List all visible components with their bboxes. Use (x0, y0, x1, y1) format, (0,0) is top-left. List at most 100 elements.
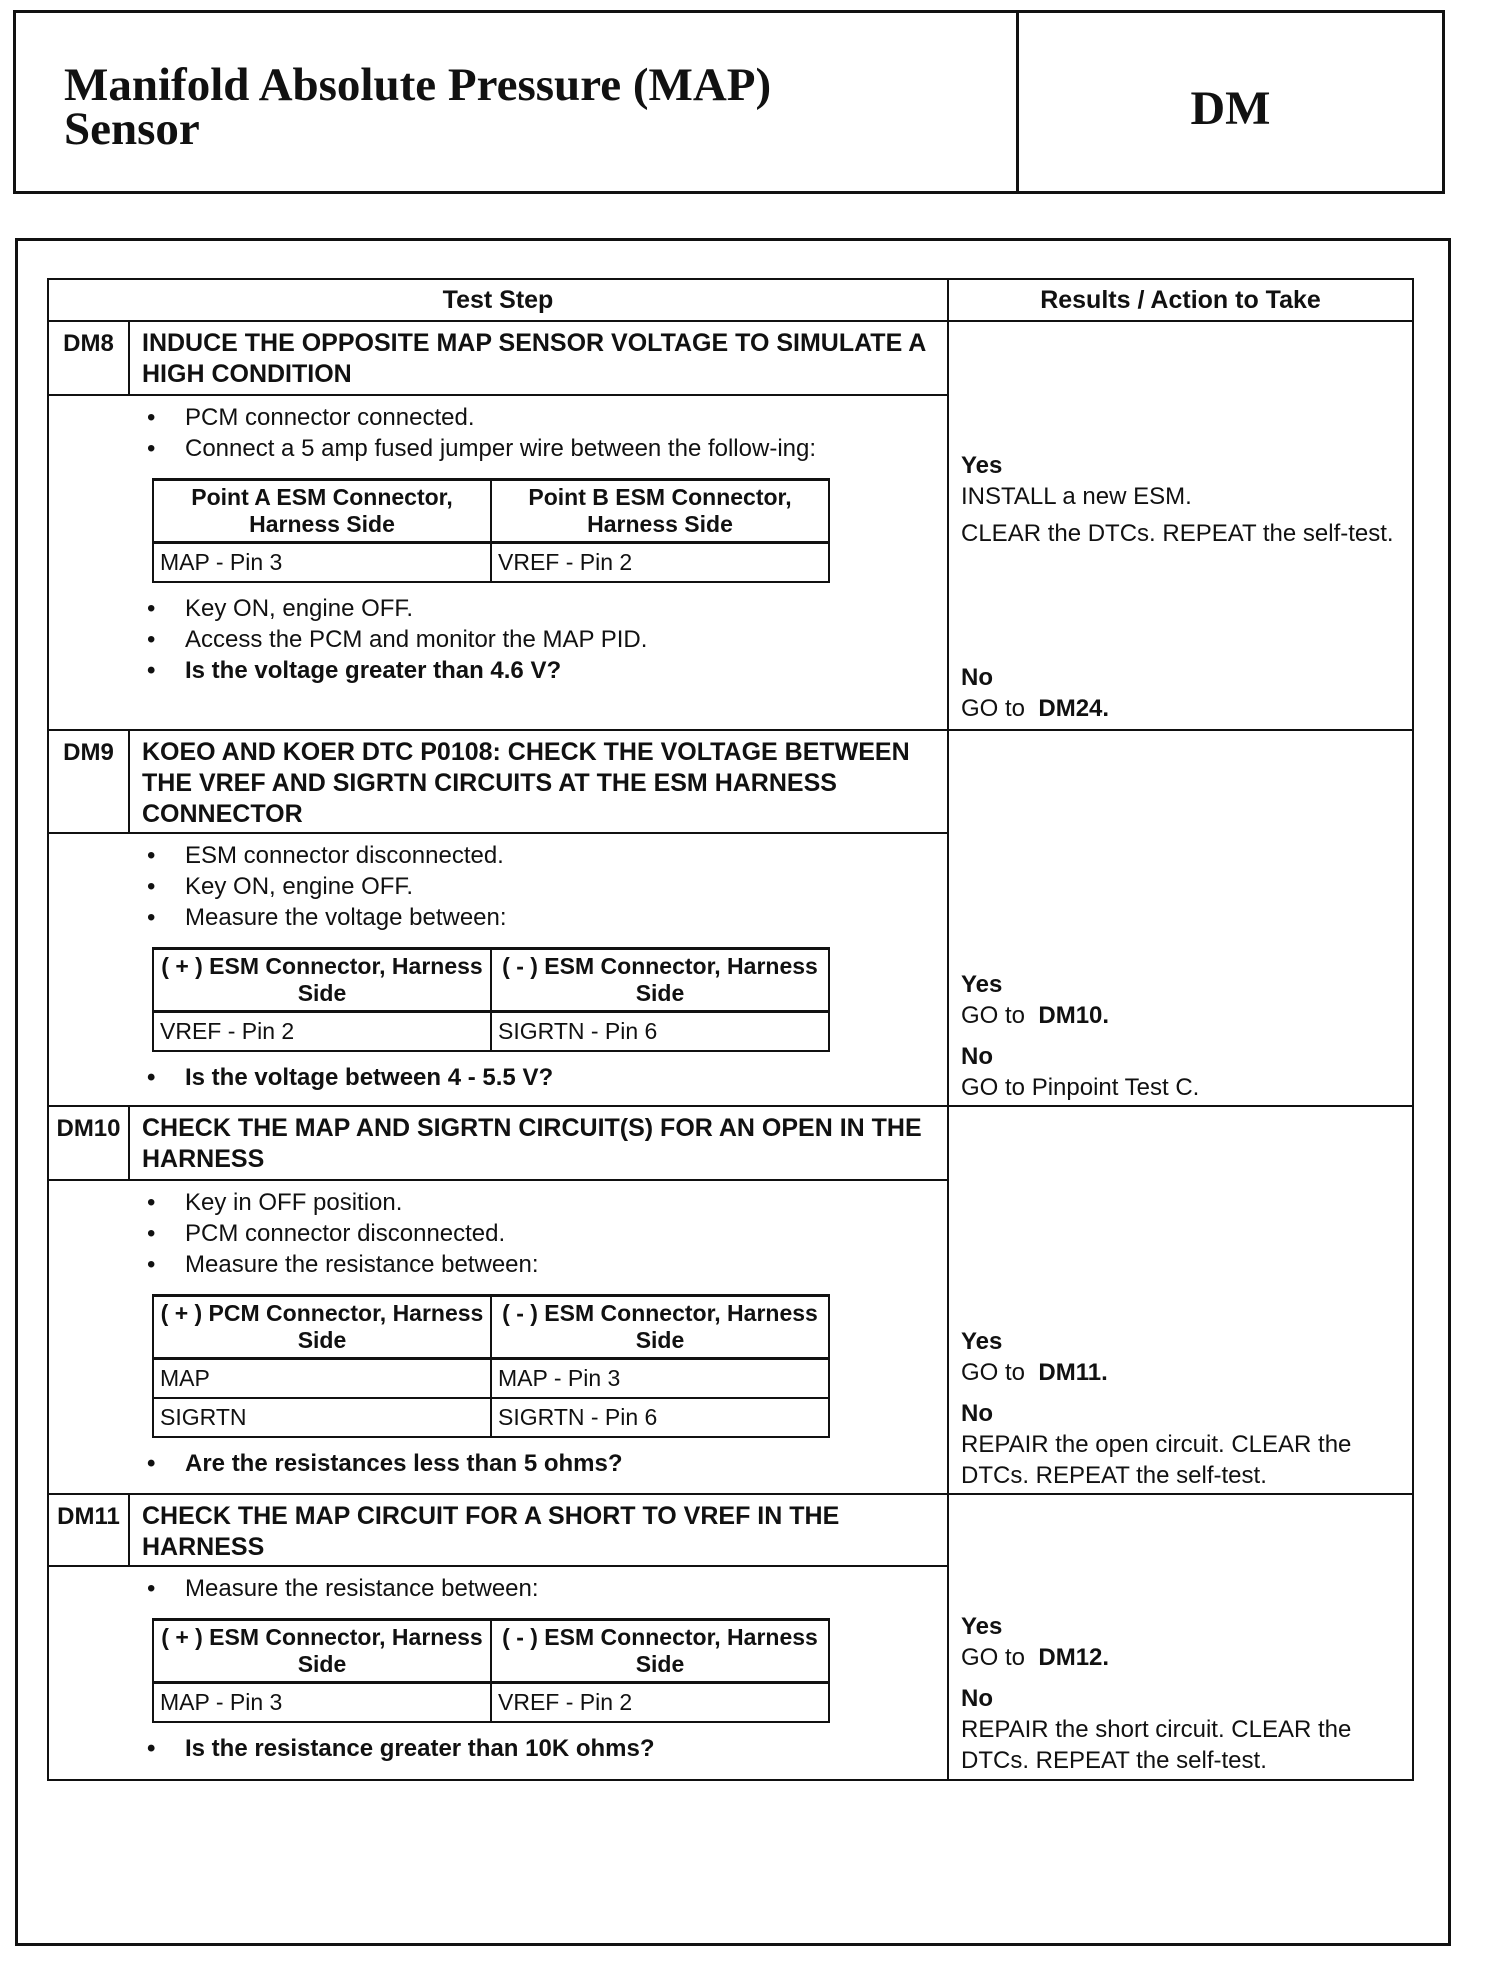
connector-header: ( - ) ESM Connector, Harness Side (490, 947, 830, 1013)
step-title-row: DM11 CHECK THE MAP CIRCUIT FOR A SHORT TO… (49, 1495, 947, 1567)
connector-table: Point A ESM Connector, Harness Side Point… (152, 478, 830, 583)
connector-table: ( + ) ESM Connector, Harness Side( - ) E… (152, 947, 830, 1052)
title-line-1: Manifold Absolute Pressure (MAP) (64, 59, 772, 111)
connector-cell: MAP - Pin 3 (152, 541, 492, 583)
instruction-item: Measure the voltage between: (49, 902, 947, 933)
connector-header: ( - ) ESM Connector, Harness Side (490, 1294, 830, 1360)
goto-target-link[interactable]: DM12. (1038, 1644, 1110, 1671)
connector-header: ( - ) ESM Connector, Harness Side (490, 1618, 830, 1684)
connector-table: ( + ) ESM Connector, Harness Side( - ) E… (152, 1618, 830, 1723)
step-body: Key in OFF position.PCM connector discon… (49, 1181, 947, 1493)
goto-target-link[interactable]: DM10. (1038, 1002, 1110, 1029)
connector-header: ( + ) PCM Connector, Harness Side (152, 1294, 492, 1360)
test-question: Are the resistances less than 5 ohms? (49, 1448, 947, 1479)
table-row: VREF - Pin 2 SIGRTN - Pin 6 (152, 1010, 830, 1052)
step-body: PCM connector connected.Connect a 5 amp … (49, 396, 947, 729)
step-title-row: DM9 KOEO AND KOER DTC P0108: CHECK THE VO… (49, 731, 947, 834)
page-title: Manifold Absolute Pressure (MAP) Sensor (64, 59, 772, 155)
step-body: ESM connector disconnected.Key ON, engin… (49, 834, 947, 1105)
result-yes: Yes GO to DM12. (961, 1611, 1402, 1673)
test-step-dm11: DM11 CHECK THE MAP CIRCUIT FOR A SHORT TO… (49, 1495, 1412, 1779)
connector-cell: MAP (152, 1357, 492, 1399)
connector-header: Point A ESM Connector, Harness Side (152, 478, 492, 544)
yes-label: Yes (961, 452, 1003, 479)
connector-cell: MAP - Pin 3 (490, 1357, 830, 1399)
connector-cell: VREF - Pin 2 (152, 1010, 492, 1052)
result-no: No REPAIR the short circuit. CLEAR the DT… (961, 1683, 1402, 1776)
instruction-item: Key in OFF position. (49, 1187, 947, 1218)
connector-cell: MAP - Pin 3 (152, 1681, 492, 1723)
no-label: No (961, 664, 993, 691)
step-detail: DM10 CHECK THE MAP AND SIGRTN CIRCUIT(S) … (49, 1107, 949, 1493)
step-title: KOEO AND KOER DTC P0108: CHECK THE VOLTA… (142, 738, 910, 828)
test-table: Test Step Results / Action to Take DM8 IN… (47, 278, 1414, 1781)
instruction-item: Key ON, engine OFF. (49, 593, 947, 624)
section-code: DM (1190, 82, 1271, 135)
step-id: DM10 (49, 1107, 130, 1179)
step-title: INDUCE THE OPPOSITE MAP SENSOR VOLTAGE T… (142, 329, 926, 388)
connector-table: ( + ) PCM Connector, Harness Side( - ) E… (152, 1294, 830, 1438)
goto-prefix: GO to (961, 1359, 1026, 1386)
step-body: Measure the resistance between: ( + ) ESM… (49, 1567, 947, 1779)
yes-label: Yes (961, 1328, 1003, 1355)
connector-header: ( + ) ESM Connector, Harness Side (152, 1618, 492, 1684)
no-label: No (961, 1043, 993, 1070)
step-title: CHECK THE MAP CIRCUIT FOR A SHORT TO VRE… (142, 1502, 840, 1561)
instruction-item: Measure the resistance between: (49, 1573, 947, 1604)
no-label: No (961, 1400, 993, 1427)
instruction-item: Measure the resistance between: (49, 1249, 947, 1280)
table-row: MAP MAP - Pin 3 (152, 1357, 830, 1399)
instruction-item: Access the PCM and monitor the MAP PID. (49, 624, 947, 655)
result-yes: Yes GO to DM11. (961, 1326, 1402, 1388)
connector-header: Point B ESM Connector, Harness Side (490, 478, 830, 544)
table-row: MAP - Pin 3 VREF - Pin 2 (152, 1681, 830, 1723)
instruction-item: PCM connector connected. (49, 402, 947, 433)
connector-cell: SIGRTN (152, 1397, 492, 1438)
test-question: Is the voltage greater than 4.6 V? (49, 655, 947, 686)
test-step-dm8: DM8 INDUCE THE OPPOSITE MAP SENSOR VOLTAG… (49, 322, 1412, 731)
connector-cell: SIGRTN - Pin 6 (490, 1010, 830, 1052)
table-row: SIGRTN SIGRTN - Pin 6 (152, 1397, 830, 1438)
step-results: Yes INSTALL a new ESM. CLEAR the DTCs. REP… (949, 322, 1412, 729)
no-action: GO to Pinpoint Test C. (961, 1074, 1200, 1101)
step-id: DM8 (49, 322, 130, 394)
goto-prefix: GO to (961, 1644, 1026, 1671)
connector-cell: VREF - Pin 2 (490, 1681, 830, 1723)
step-results: Yes GO to DM10. No GO to Pinpoint Test C. (949, 731, 1412, 1105)
instruction-item: Key ON, engine OFF. (49, 871, 947, 902)
step-results: Yes GO to DM12. No REPAIR the short circuit… (949, 1495, 1412, 1779)
test-step-dm10: DM10 CHECK THE MAP AND SIGRTN CIRCUIT(S) … (49, 1107, 1412, 1495)
connector-cell: SIGRTN - Pin 6 (490, 1397, 830, 1438)
result-yes: Yes GO to DM10. (961, 969, 1402, 1031)
connector-header: ( + ) ESM Connector, Harness Side (152, 947, 492, 1013)
no-action: REPAIR the short circuit. CLEAR the DTCs… (961, 1716, 1352, 1774)
test-question: Is the resistance greater than 10K ohms? (49, 1733, 947, 1764)
title-line-2: Sensor (64, 103, 200, 155)
goto-target-link[interactable]: DM11. (1038, 1359, 1108, 1386)
step-results: Yes GO to DM11. No REPAIR the open circuit.… (949, 1107, 1412, 1493)
header-divider (1016, 13, 1019, 191)
yes-action: CLEAR the DTCs. REPEAT the self-test. (961, 520, 1394, 547)
step-title-row: DM10 CHECK THE MAP AND SIGRTN CIRCUIT(S) … (49, 1107, 947, 1181)
result-no: No GO to Pinpoint Test C. (961, 1041, 1402, 1103)
no-label: No (961, 1685, 993, 1712)
instruction-item: Connect a 5 amp fused jumper wire betwee… (49, 433, 947, 464)
step-detail: DM9 KOEO AND KOER DTC P0108: CHECK THE VO… (49, 731, 949, 1105)
goto-prefix: GO to (961, 695, 1026, 722)
instruction-item: PCM connector disconnected. (49, 1218, 947, 1249)
instruction-item: ESM connector disconnected. (49, 840, 947, 871)
result-yes: Yes INSTALL a new ESM. CLEAR the DTCs. REP… (961, 450, 1402, 549)
goto-target-link[interactable]: DM24. (1038, 695, 1110, 722)
yes-action: INSTALL a new ESM. (961, 483, 1192, 510)
step-id: DM9 (49, 731, 130, 832)
step-detail: DM8 INDUCE THE OPPOSITE MAP SENSOR VOLTAG… (49, 322, 949, 729)
result-no: No GO to DM24. (961, 662, 1402, 724)
no-action: REPAIR the open circuit. CLEAR the DTCs.… (961, 1431, 1352, 1489)
step-title: CHECK THE MAP AND SIGRTN CIRCUIT(S) FOR … (142, 1114, 922, 1173)
content-frame (15, 238, 1451, 1946)
test-question: Is the voltage between 4 - 5.5 V? (49, 1062, 947, 1093)
goto-prefix: GO to (961, 1002, 1026, 1029)
page-header: Manifold Absolute Pressure (MAP) Sensor … (13, 10, 1445, 194)
test-step-dm9: DM9 KOEO AND KOER DTC P0108: CHECK THE VO… (49, 731, 1412, 1107)
